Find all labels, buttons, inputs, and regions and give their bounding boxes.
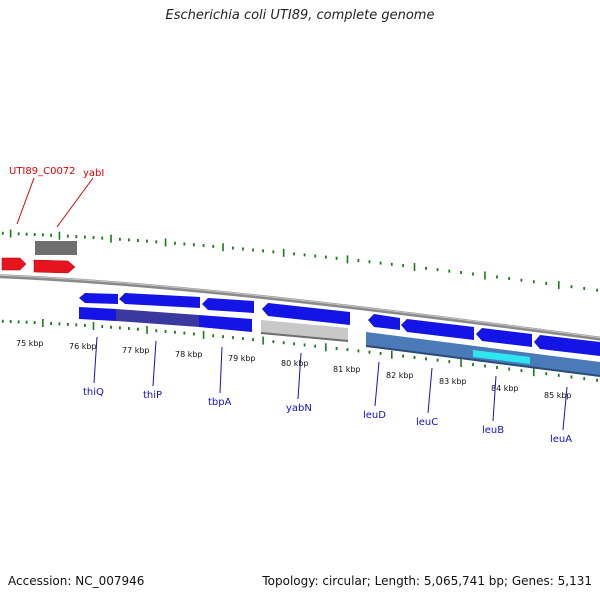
topology-label: Topology: circular; Length: 5,065,741 bp… [262,574,592,588]
gene-label-tbpA[interactable]: tbpA [208,397,232,408]
kbp-label: 84 kbp [491,384,519,393]
kbp-label: 82 kbp [386,371,414,380]
kbp-label: 79 kbp [228,354,256,363]
gene-label-thiQ[interactable]: thiQ [83,387,104,398]
gene-UTI89_C0072[interactable] [1,257,27,271]
kbp-label: 76 kbp [69,342,97,351]
lower-gene-labels: thiQ thiP tbpA yabN leuD leuC leuB leuA [83,336,572,445]
leader-line [297,352,302,400]
page-title: Escherichia coli UTI89, complete genome [165,8,435,23]
gene-thiP[interactable] [119,293,200,308]
kbp-label: 77 kbp [122,346,150,355]
gene-label-leuC[interactable]: leuC [416,417,438,428]
tick-marks [1,229,598,382]
accession-label: Accession: NC_007946 [8,574,145,588]
gene-leuD[interactable] [368,314,400,330]
kbp-label: 80 kbp [281,359,309,368]
lower-genes [79,293,600,356]
kbp-label: 85 kbp [544,391,572,400]
gene-label-yabI[interactable]: yabI [83,168,104,179]
feature-yabN-edge [260,332,349,342]
leader-line [56,177,94,228]
kbp-label: 83 kbp [439,377,467,386]
genome-backbone [0,274,600,341]
feature-band [79,307,600,377]
gene-leuA[interactable] [534,335,600,356]
gene-leuB[interactable] [476,328,532,347]
upper-genes [1,241,77,274]
feature-yabN [261,320,348,341]
leader-line [93,336,98,384]
kbp-label: 75 kbp [16,339,44,348]
gene-label-leuA[interactable]: leuA [550,434,572,445]
gene-yabI[interactable] [33,259,76,274]
gene-label-leuD[interactable]: leuD [363,410,386,421]
upper-gene-labels: UTI89_C0072 yabI [9,166,104,228]
gene-label-leuB[interactable]: leuB [482,425,504,436]
gene-leuC[interactable] [401,319,474,340]
leader-line [219,346,223,394]
kbp-label: 81 kbp [333,365,361,374]
kbp-labels: 75 kbp 76 kbp 77 kbp 78 kbp 79 kbp 80 kb… [16,339,572,400]
leader-line [492,375,497,422]
feature-thiP [116,309,199,327]
leader-line [152,340,157,387]
gene-thiQ[interactable] [79,293,118,304]
leader-line [562,386,568,431]
genome-backbone-highlight [0,274,600,339]
feature-leuB-highlight [473,350,530,364]
gene-tbpA[interactable] [202,298,254,313]
gene-label-thiP[interactable]: thiP [143,390,162,401]
gene-yabN[interactable] [262,303,350,325]
gene-label-UTI89_C0072[interactable]: UTI89_C0072 [9,166,76,177]
gene-gray-block[interactable] [35,241,77,255]
feature-thiQ [79,307,116,321]
leader-line [374,361,380,407]
leader-line [16,177,35,225]
leader-line [427,367,433,414]
gene-label-yabN[interactable]: yabN [286,403,312,414]
kbp-label: 78 kbp [175,350,203,359]
feature-leu-operon-edge [365,345,600,377]
feature-tbpA [199,315,252,332]
